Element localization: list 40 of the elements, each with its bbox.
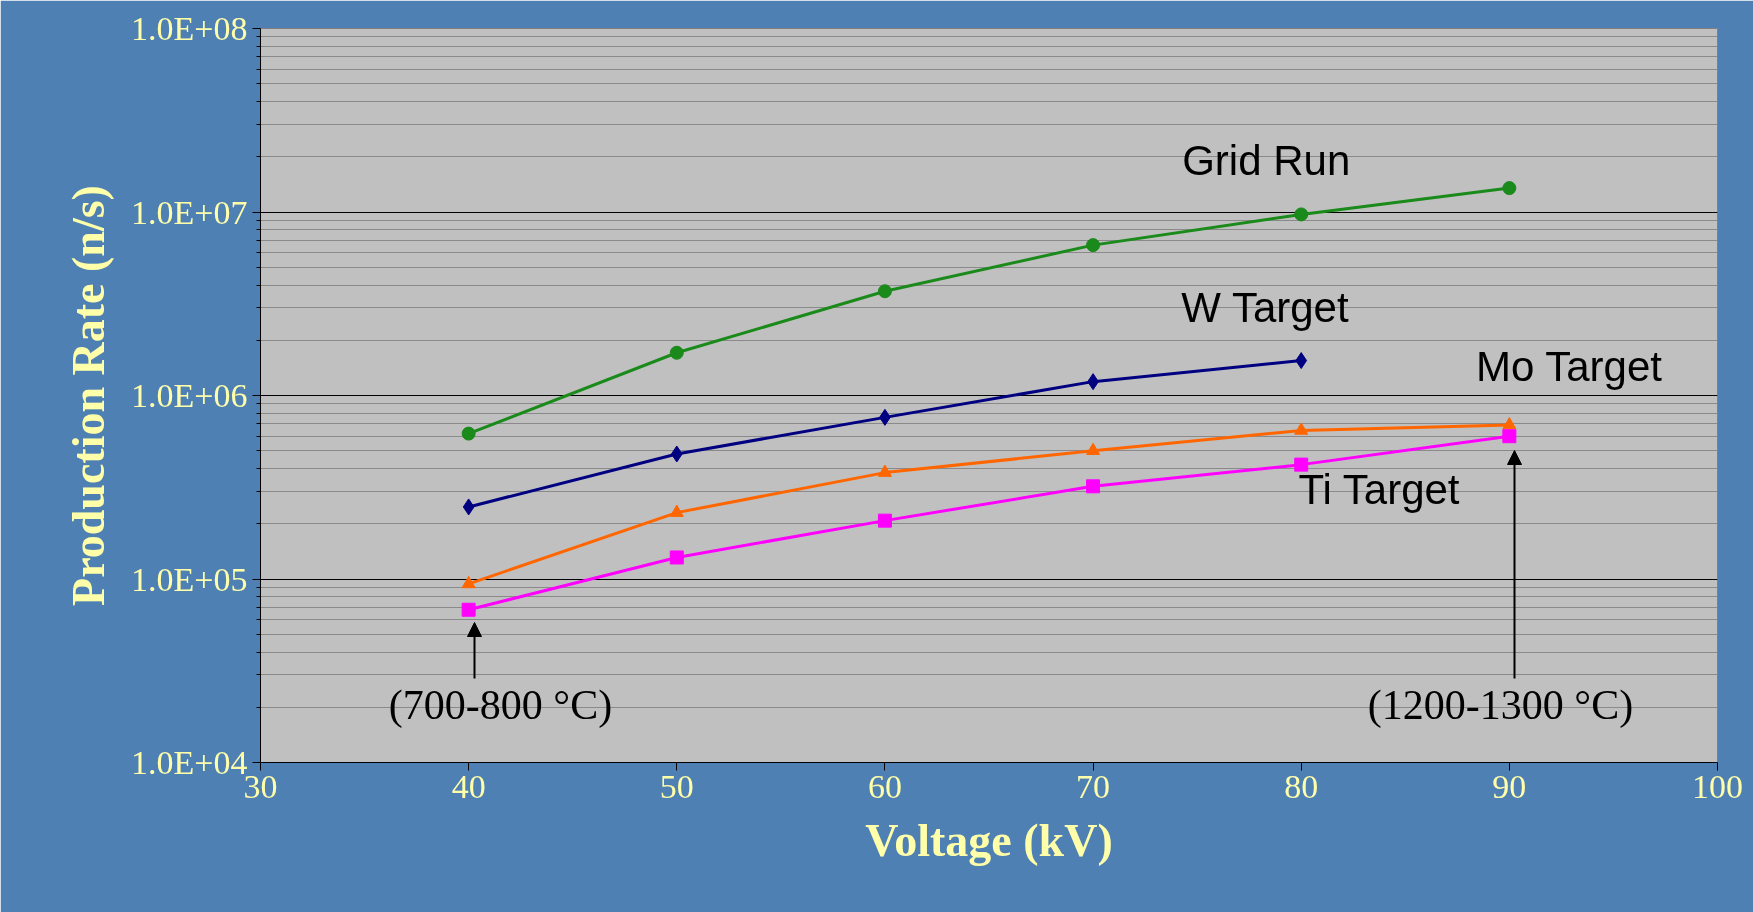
y-tick-label: 1.0E+08 [131, 10, 248, 47]
point [462, 498, 475, 516]
y-axis-title: Production Rate (n/s) [63, 185, 115, 606]
annotation: (1200-1300 °C) [1367, 681, 1634, 729]
point [669, 345, 684, 360]
point [669, 504, 684, 517]
y-tick-label: 1.0E+05 [131, 560, 248, 598]
point [1502, 417, 1517, 430]
series-label: Mo Target [1475, 343, 1663, 391]
x-tick-label: 60 [867, 767, 902, 805]
point [877, 513, 892, 528]
x-tick-label: 70 [1076, 767, 1111, 805]
point [877, 284, 892, 299]
x-tick-label: 40 [451, 767, 486, 805]
point [461, 426, 476, 441]
series-label: Ti Target [1298, 466, 1460, 514]
x-tick-label: 80 [1284, 767, 1319, 805]
point [1294, 207, 1309, 222]
series-label: Grid Run [1182, 137, 1351, 185]
point [461, 575, 476, 589]
point [1294, 457, 1309, 472]
point [670, 445, 683, 463]
point [1295, 352, 1308, 370]
x-tick-label: 50 [659, 767, 694, 805]
x-axis-title: Voltage (kV) [865, 814, 1113, 866]
point [1294, 422, 1309, 435]
point [461, 602, 476, 617]
point [1502, 181, 1517, 196]
series-label: W Target [1181, 283, 1349, 331]
y-tick-label: 1.0E+07 [131, 193, 248, 231]
annotation: (700-800 °C) [388, 681, 613, 729]
x-tick-label: 90 [1492, 767, 1527, 805]
y-tick-label: 1.0E+06 [131, 377, 248, 414]
point [669, 550, 684, 565]
point [1086, 442, 1101, 455]
x-tick-label: 100 [1692, 767, 1743, 805]
point [1086, 238, 1101, 253]
point [1502, 429, 1517, 444]
point [1086, 479, 1101, 494]
point [877, 464, 892, 477]
